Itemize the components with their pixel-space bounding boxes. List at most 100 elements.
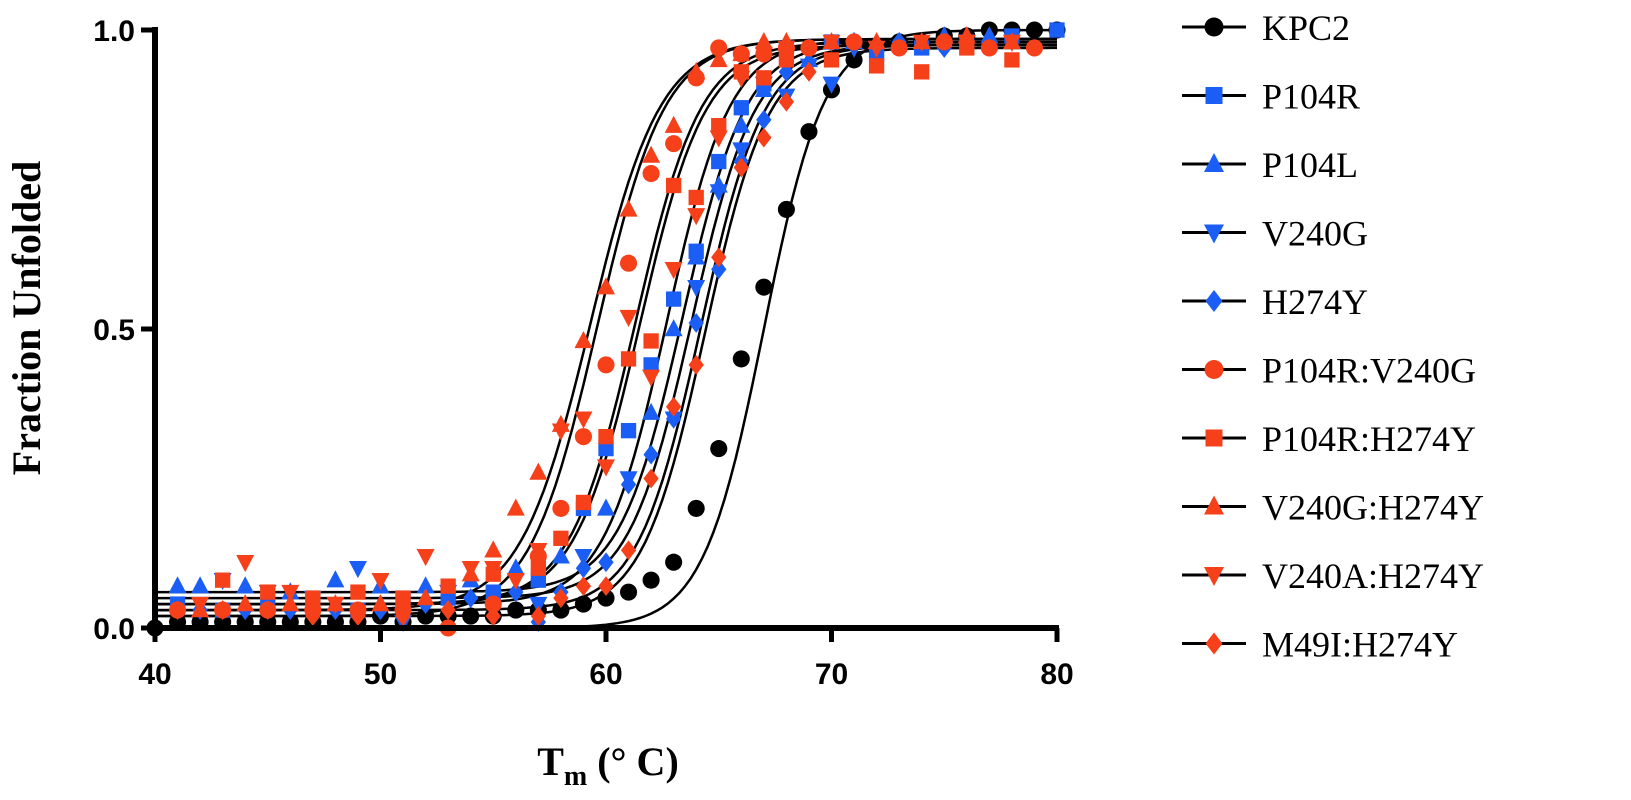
fit-curve-8	[155, 40, 1057, 606]
data-point	[484, 540, 503, 558]
data-point	[260, 600, 276, 620]
data-point	[732, 350, 750, 368]
data-point	[598, 576, 614, 597]
x-tick-label: 80	[1040, 658, 1073, 691]
data-point	[687, 279, 706, 298]
data-point	[416, 588, 435, 606]
data-point	[575, 558, 592, 579]
y-tick-label: 0.5	[93, 314, 135, 347]
data-point	[574, 428, 592, 446]
data-point	[666, 291, 682, 307]
data-point	[506, 558, 525, 576]
data-point	[665, 135, 683, 153]
data-point	[732, 115, 751, 133]
data-point	[598, 440, 614, 457]
data-point	[305, 590, 321, 606]
legend-marker	[1204, 224, 1224, 244]
data-point	[845, 33, 863, 51]
fit-curve-7	[155, 37, 1057, 612]
data-point	[462, 607, 480, 625]
data-point	[980, 39, 998, 57]
data-point	[236, 594, 255, 612]
data-point	[620, 423, 637, 439]
data-point	[687, 499, 705, 517]
fit-curve-0	[155, 28, 1057, 630]
data-point	[709, 50, 728, 68]
data-point	[754, 32, 773, 50]
data-point	[1002, 34, 1021, 52]
data-point	[416, 549, 435, 567]
data-point	[711, 153, 727, 170]
data-point	[800, 123, 818, 141]
data-point	[642, 402, 661, 420]
data-point	[642, 369, 661, 387]
data-point	[348, 561, 367, 579]
data-point	[191, 576, 210, 594]
data-point	[416, 576, 435, 594]
legend-item: V240A:H274Y	[1182, 556, 1484, 596]
legend-marker	[1204, 153, 1224, 172]
data-point	[620, 254, 638, 272]
data-point	[484, 595, 502, 613]
legend-label: H274Y	[1262, 282, 1368, 322]
data-point	[711, 259, 727, 280]
data-point	[845, 51, 863, 69]
data-point	[574, 549, 593, 567]
data-point	[508, 582, 524, 603]
data-point	[777, 40, 796, 58]
legend-item: V240G	[1182, 214, 1368, 254]
legend-label: V240G	[1262, 214, 1368, 254]
data-point	[868, 58, 885, 74]
data-point	[666, 408, 682, 429]
data-point	[666, 177, 682, 194]
data-point	[912, 34, 931, 52]
data-point	[733, 100, 749, 116]
series-points-0	[146, 21, 1066, 637]
data-point	[575, 494, 592, 511]
legend-item: P104R	[1182, 77, 1360, 117]
data-point	[371, 594, 390, 612]
data-point	[710, 440, 728, 458]
data-point	[756, 109, 772, 130]
data-point	[801, 61, 817, 82]
data-point	[664, 115, 683, 133]
fit-curve-4	[155, 43, 1057, 612]
data-point	[484, 561, 503, 579]
legend-marker	[1205, 87, 1223, 104]
fit-curve-6	[155, 43, 1057, 606]
data-point	[215, 600, 231, 620]
data-point	[643, 333, 659, 349]
legend-label: KPC2	[1262, 8, 1350, 48]
data-point	[507, 601, 525, 619]
data-point	[823, 52, 840, 68]
legend-label: M49I:H274Y	[1262, 625, 1458, 665]
data-point	[551, 546, 570, 564]
data-point	[168, 576, 187, 594]
data-point	[506, 498, 525, 516]
series-points-6	[215, 40, 1020, 606]
data-point	[598, 428, 614, 445]
data-point	[890, 39, 908, 57]
data-point	[688, 189, 704, 206]
legend-marker	[1205, 632, 1223, 655]
data-point	[687, 61, 706, 80]
data-point	[687, 247, 706, 265]
series-points-9	[169, 61, 817, 626]
data-point	[732, 70, 751, 88]
legend-marker	[1204, 567, 1224, 586]
legend-item: V240G:H274Y	[1182, 488, 1484, 528]
data-point	[619, 199, 638, 217]
data-point	[236, 555, 255, 573]
data-point	[778, 91, 795, 112]
data-point	[619, 309, 638, 327]
data-point	[642, 571, 660, 589]
data-point	[643, 444, 659, 465]
data-point	[553, 588, 569, 608]
data-point	[574, 595, 592, 613]
data-point	[530, 572, 546, 588]
data-point	[575, 576, 592, 597]
data-point	[754, 46, 773, 64]
y-tick-label: 0.0	[93, 613, 135, 646]
plot-area	[146, 21, 1066, 637]
data-point	[506, 572, 525, 591]
